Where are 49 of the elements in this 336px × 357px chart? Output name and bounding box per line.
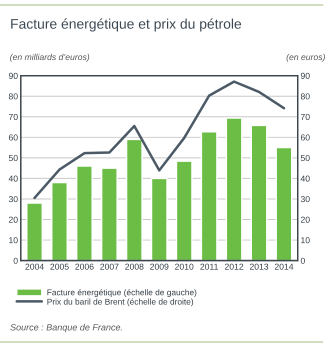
y-tick-label: 20 [8, 216, 18, 223]
bar [100, 167, 118, 261]
y2-tick-label: 60 [300, 134, 310, 141]
x-tick-label: 2012 [224, 264, 244, 270]
x-tick-label: 2006 [75, 264, 94, 270]
bar [276, 146, 292, 261]
x-tick-label: 2009 [150, 264, 168, 270]
bar [150, 178, 168, 261]
y-tick-label: 80 [8, 93, 18, 100]
x-tick-label: 2010 [175, 264, 194, 270]
x-tick-label: 2004 [25, 264, 44, 270]
y2-tick-label: 90 [300, 72, 310, 79]
y-tick-label: 70 [8, 114, 18, 120]
bar [26, 202, 43, 261]
x-tick-label: 2005 [50, 264, 69, 270]
y2-tick-label: 40 [300, 176, 310, 182]
bar [176, 160, 193, 261]
x-tick-label: 2008 [125, 264, 144, 270]
y-tick-label: 30 [8, 196, 18, 202]
line-series [33, 80, 286, 200]
y-tick-label: 10 [9, 237, 18, 244]
bar [226, 117, 243, 261]
y2-tick-label: 70 [300, 114, 310, 120]
y2-tick-label: 80 [300, 93, 310, 100]
y2-tick-label: 10 [301, 237, 310, 244]
x-tick-label: 2011 [200, 264, 218, 270]
y-tick-label: 40 [8, 176, 18, 182]
y-tick-label: 0 [14, 258, 18, 264]
y2-tick-label: 50 [300, 154, 310, 162]
bar [250, 124, 268, 261]
bar [200, 131, 218, 261]
bar [126, 138, 143, 261]
bar [51, 182, 68, 261]
x-tick-label: 2013 [250, 264, 268, 270]
x-tick-label: 2014 [274, 264, 294, 270]
x-tick-label: 2007 [100, 264, 119, 270]
bar [76, 165, 93, 261]
y2-tick-label: 30 [300, 196, 310, 202]
y2-axis-title: (en euros) [286, 54, 325, 62]
y-tick-label: 50 [8, 154, 18, 162]
source-note: Source : Banque de France. [10, 324, 122, 332]
y-axis-title: (en milliards d’euros) [10, 54, 90, 62]
legend-label: Prix du baril de Brent (échelle de droite) [47, 298, 194, 306]
y-tick-label: 90 [8, 72, 18, 79]
legend-label: Facture énergétique (échelle de gauche) [47, 289, 196, 297]
y2-tick-label: 0 [300, 258, 305, 264]
y-tick-label: 60 [8, 134, 18, 141]
y2-tick-label: 20 [300, 216, 310, 223]
chart-title: Facture énergétique et prix du pétrole [11, 18, 242, 32]
